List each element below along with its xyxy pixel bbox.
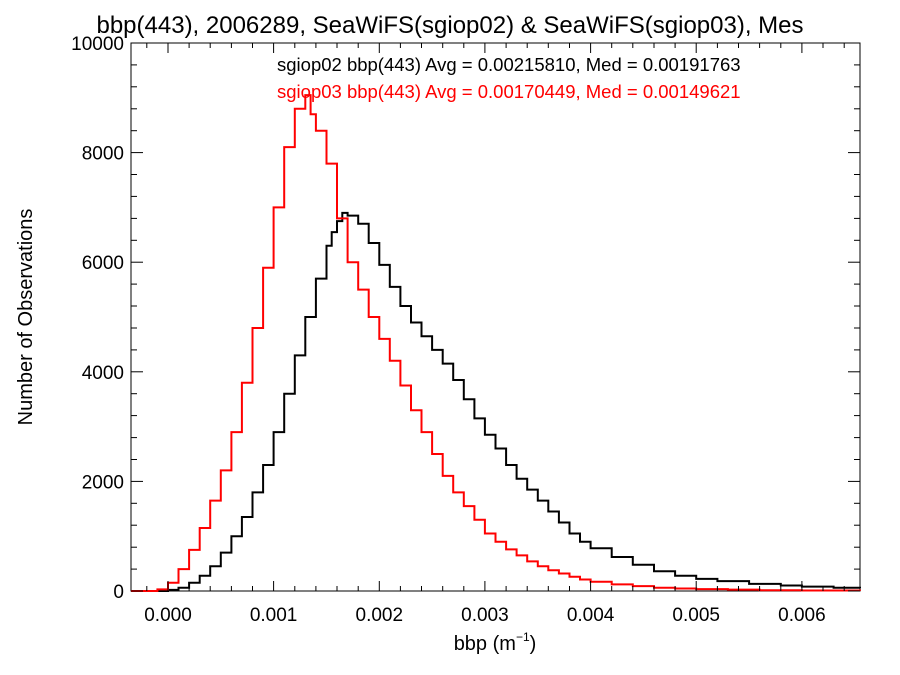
x-tick-label: 0.000: [144, 605, 192, 626]
x-tick-label: 0.003: [461, 605, 509, 626]
legend-entry-sgiop03: sgiop03 bbp(443) Avg = 0.00170449, Med =…: [277, 81, 741, 102]
chart-title: bbp(443), 2006289, SeaWiFS(sgiop02) & Se…: [96, 12, 803, 39]
y-tick-label: 2000: [82, 472, 124, 493]
x-tick-label: 0.002: [356, 605, 404, 626]
y-axis-label: Number of Observations: [15, 209, 37, 426]
y-tick-label: 8000: [82, 144, 124, 165]
x-axis-label-close: ): [530, 633, 537, 655]
x-axis-label: bbp (m−1): [454, 630, 537, 655]
x-tick-label: 0.006: [778, 605, 826, 626]
plot-frame: [130, 42, 861, 592]
y-tick-label: 6000: [82, 253, 124, 274]
x-tick-label: 0.005: [672, 605, 720, 626]
x-tick-label: 0.004: [567, 605, 615, 626]
x-axis-label-exponent: −1: [516, 630, 530, 644]
tick-layer: 0.000 0.001 0.002 0.003 0.004 0.005 0.006 0 2000…: [71, 34, 860, 626]
legend-entry-sgiop02: sgiop02 bbp(443) Avg = 0.00215810, Med =…: [277, 54, 741, 75]
x-tick-label: 0.001: [250, 605, 298, 626]
series-layer: [131, 94, 861, 592]
series-line-sgiop02: [131, 211, 861, 592]
y-tick-label: 0: [113, 582, 124, 603]
y-tick-label: 10000: [71, 34, 124, 55]
y-tick-label: 4000: [82, 363, 124, 384]
x-axis-label-base: bbp (m: [454, 633, 516, 655]
series-line-sgiop03: [131, 94, 861, 592]
